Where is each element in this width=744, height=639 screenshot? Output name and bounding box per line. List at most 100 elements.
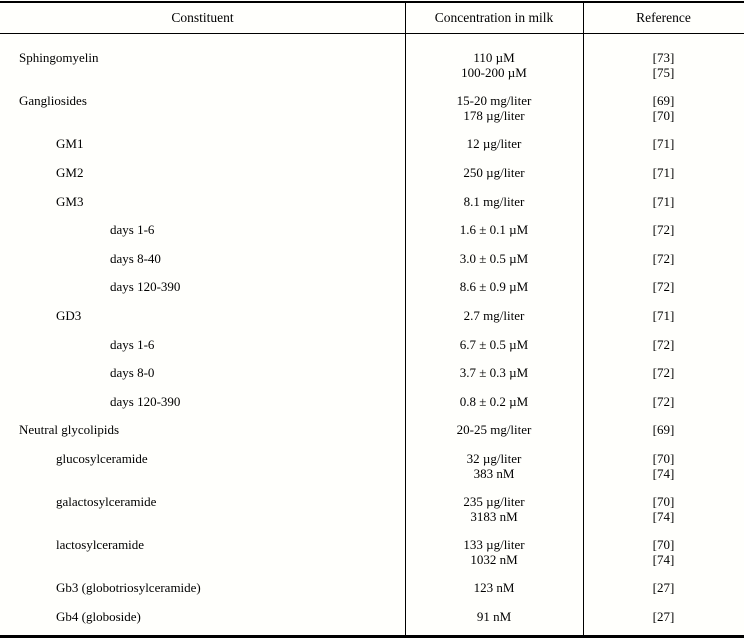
table-row: Neutral glycolipids 20-25 mg/liter [69] <box>0 416 744 445</box>
reference-cell: [72] <box>583 366 744 381</box>
concentration-cell: 3.0 ± 0.5 µM <box>405 250 583 267</box>
column-header-concentration: Concentration in milk <box>434 10 554 25</box>
concentration-cell: 1.6 ± 0.1 µM <box>405 223 583 238</box>
table-header-row: Constituent Concentration in milk Refere… <box>0 3 744 34</box>
table-row: glucosylceramide 32 µg/liter 383 nM [70][… <box>0 445 744 488</box>
concentration-value: 235 µg/liter <box>463 494 525 510</box>
constituent-cell: Gb3 (globotriosylceramide) <box>56 580 201 596</box>
constituent-cell: Neutral glycolipids <box>19 422 120 438</box>
reference-value: [71] <box>652 307 675 323</box>
table-bottom-rule <box>0 635 744 638</box>
table-top-rule <box>0 1 744 3</box>
concentration-cell: 12 µg/liter <box>405 137 583 152</box>
reference-cell: [72] <box>583 336 744 353</box>
constituent-cell: days 1-6 <box>110 336 155 352</box>
reference-value: [71] <box>652 193 675 209</box>
concentration-cell: 91 nM <box>405 609 583 625</box>
constituent-cell: GD3 <box>56 307 82 323</box>
concentration-value: 123 nM <box>473 580 515 596</box>
table-row: Gb4 (globoside) 91 nM [27] <box>0 603 744 632</box>
concentration-value: 12 µg/liter <box>466 136 522 152</box>
concentration-value: 8.1 mg/liter <box>463 193 525 209</box>
constituent-cell: Gb4 (globoside) <box>56 609 141 625</box>
table-row: Gb3 (globotriosylceramide) 123 nM [27] <box>0 574 744 603</box>
constituent-cell: glucosylceramide <box>56 450 148 466</box>
reference-value: [70] <box>652 537 675 553</box>
reference-value: [71] <box>652 164 675 180</box>
reference-cell: [72] <box>583 394 744 410</box>
reference-cell: [69] <box>583 423 744 438</box>
reference-value: [69] <box>652 93 675 109</box>
concentration-value: 0.8 ± 0.2 µM <box>459 393 529 409</box>
concentration-cell: 20-25 mg/liter <box>405 423 583 438</box>
reference-cell: [70] [74] <box>583 538 744 567</box>
reference-value: [72] <box>652 250 675 266</box>
reference-cell: [71] <box>583 307 744 324</box>
concentration-value: 2.7 mg/liter <box>463 307 525 323</box>
concentration-value: 3.7 ± 0.3 µM <box>459 365 529 381</box>
reference-value: [74] <box>652 551 675 567</box>
constituent-cell: days 8-0 <box>110 365 155 381</box>
reference-cell: [71] <box>583 137 744 152</box>
concentration-cell: 123 nM <box>405 581 583 596</box>
concentration-cell: 133 µg/liter 1032 nM <box>405 538 583 567</box>
reference-value: [75] <box>652 64 675 80</box>
constituent-cell: days 120-390 <box>110 393 181 409</box>
reference-cell: [27] <box>583 581 744 596</box>
table-row: days 8-40 3.0 ± 0.5 µM [72] <box>0 245 744 274</box>
reference-cell: [71] <box>583 164 744 181</box>
reference-value: [72] <box>652 336 675 352</box>
concentration-value: 100-200 µM <box>461 64 527 80</box>
concentration-cell: 2.7 mg/liter <box>405 307 583 324</box>
table-row: GD3 2.7 mg/liter [71] <box>0 302 744 331</box>
concentration-value: 32 µg/liter <box>466 450 522 466</box>
concentration-value: 250 µg/liter <box>463 164 525 180</box>
reference-cell: [70] [74] <box>583 450 744 481</box>
concentration-value: 3183 nM <box>470 508 518 524</box>
concentration-value: 20-25 mg/liter <box>456 422 532 438</box>
reference-value: [69] <box>652 422 675 438</box>
reference-cell: [72] <box>583 280 744 295</box>
concentration-cell: 235 µg/liter 3183 nM <box>405 494 583 524</box>
table-row: days 1-6 1.6 ± 0.1 µM [72] <box>0 216 744 245</box>
reference-value: [72] <box>652 365 675 381</box>
concentration-cell: 8.1 mg/liter <box>405 193 583 210</box>
table-row: GM3 8.1 mg/liter [71] <box>0 188 744 217</box>
concentration-value: 133 µg/liter <box>463 537 525 553</box>
concentration-value: 383 nM <box>473 465 515 481</box>
constituent-cell: days 1-6 <box>110 222 155 238</box>
constituent-cell: GM3 <box>56 193 84 209</box>
concentration-value: 6.7 ± 0.5 µM <box>459 336 529 352</box>
concentration-value: 91 nM <box>476 609 512 625</box>
table-row: days 120-390 0.8 ± 0.2 µM [72] <box>0 388 744 417</box>
concentration-cell: 0.8 ± 0.2 µM <box>405 393 583 410</box>
table-row: lactosylceramide 133 µg/liter 1032 nM [70… <box>0 531 744 574</box>
constituent-cell: days 8-40 <box>110 250 161 266</box>
table-row: GM2 250 µg/liter [71] <box>0 159 744 188</box>
reference-cell: [70] [74] <box>583 494 744 524</box>
concentration-cell: 8.6 ± 0.9 µM <box>405 280 583 295</box>
concentration-value: 3.0 ± 0.5 µM <box>459 250 529 266</box>
table-row: days 8-0 3.7 ± 0.3 µM [72] <box>0 359 744 388</box>
table-row: Sphingomyelin 110 µM 100-200 µM [73] [75] <box>0 34 744 87</box>
column-header-reference: Reference <box>636 10 691 25</box>
constituent-cell: days 120-390 <box>110 279 181 295</box>
reference-cell: [72] <box>583 250 744 267</box>
reference-value: [72] <box>652 222 675 238</box>
reference-value: [71] <box>652 136 675 152</box>
concentration-value: 178 µg/liter <box>463 107 525 123</box>
constituent-cell: lactosylceramide <box>56 537 145 553</box>
column-divider-2 <box>583 1 584 638</box>
reference-cell: [69] [70] <box>583 94 744 123</box>
reference-value: [70] <box>652 450 675 466</box>
table-body: Sphingomyelin 110 µM 100-200 µM [73] [75] … <box>0 34 744 632</box>
reference-cell: [27] <box>583 609 744 625</box>
reference-value: [27] <box>652 580 675 596</box>
constituent-cell: GM1 <box>56 136 84 152</box>
constituent-cell: GM2 <box>56 164 84 180</box>
table-row: days 120-390 8.6 ± 0.9 µM [72] <box>0 273 744 302</box>
concentration-value: 15-20 mg/liter <box>456 93 532 109</box>
reference-value: [74] <box>652 508 675 524</box>
reference-cell: [73] [75] <box>583 50 744 80</box>
